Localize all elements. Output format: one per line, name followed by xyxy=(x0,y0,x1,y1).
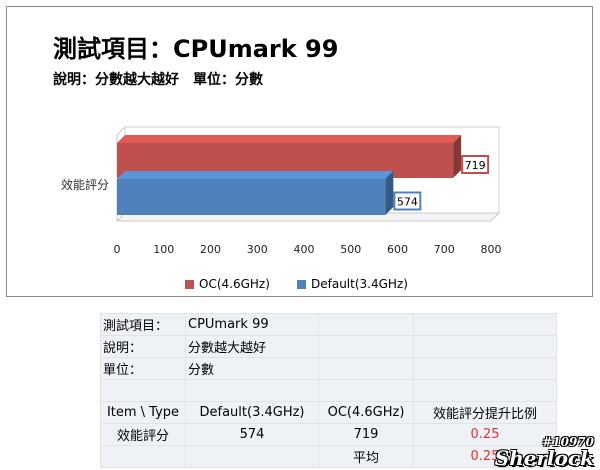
table-row: 效能評分 574 719 0.25 xyxy=(100,423,557,446)
legend-swatch-oc xyxy=(185,279,194,289)
x-tick-label-300: 300 xyxy=(247,243,268,256)
data-label-default: 574 xyxy=(397,196,418,209)
data-label-oc: 719 xyxy=(465,159,486,172)
table-cell xyxy=(100,379,186,402)
x-tick-label-200: 200 xyxy=(200,243,221,256)
table-cell: 574 xyxy=(185,423,319,446)
chart-panel: 測試項目：CPUmark 99 說明：分數越大越好 單位：分數 效能評分 719 5… xyxy=(6,6,593,297)
table-cell: 測試項目： xyxy=(100,313,186,336)
table-row: 單位： 分數 xyxy=(100,357,557,380)
legend-label-default: Default(3.4GHz) xyxy=(311,277,408,291)
legend-item-default: Default(3.4GHz) xyxy=(297,277,408,291)
table-cell: 0.25 xyxy=(413,423,557,446)
bar-top-default xyxy=(117,171,394,179)
table-cell xyxy=(413,379,557,402)
table-cell xyxy=(318,357,414,380)
table-cell: OC(4.6GHz) xyxy=(318,401,414,424)
table-cell xyxy=(413,313,557,336)
table-cell: 說明： xyxy=(100,335,186,358)
x-tick-label-100: 100 xyxy=(153,243,174,256)
chart-subtitle: 說明：分數越大越好 單位：分數 xyxy=(53,72,263,88)
category-label: 效能評分 xyxy=(61,177,109,192)
watermark: #10970 Sherlock xyxy=(495,436,594,468)
table-cell xyxy=(318,379,414,402)
legend-swatch-default xyxy=(297,279,306,289)
chart-top-edge xyxy=(116,126,126,136)
table-row: 說明： 分數越大越好 xyxy=(100,335,557,358)
table-cell: Item \ Type xyxy=(100,401,186,424)
table-cell xyxy=(318,335,414,358)
table-cell xyxy=(185,379,319,402)
watermark-id: #10970 xyxy=(542,435,594,449)
x-tick-label-800: 800 xyxy=(481,243,502,256)
bar-side-oc xyxy=(453,135,462,178)
bar-chart: 效能評分 719 574 0 100 200 300 400 500 600 700 800 xyxy=(61,126,502,256)
table-cell: 單位： xyxy=(100,357,186,380)
table-cell: 平均 xyxy=(318,445,414,468)
info-table: 測試項目： CPUmark 99 說明： 分數越大越好 單位： 分數 Item \ Type… xyxy=(100,313,557,468)
legend-label-oc: OC(4.6GHz) xyxy=(199,277,270,291)
x-tick-label-0: 0 xyxy=(114,243,121,256)
bar-side-default xyxy=(385,171,394,215)
table-row: 測試項目： CPUmark 99 xyxy=(100,313,557,336)
table-cell xyxy=(413,357,557,380)
table-cell xyxy=(413,335,557,358)
watermark-logo: Sherlock xyxy=(494,446,594,470)
table-row: Item \ Type Default(3.4GHz) OC(4.6GHz) 效能評分… xyxy=(100,401,557,424)
x-tick-label-400: 400 xyxy=(294,243,315,256)
table-cell: 效能評分提升比例 xyxy=(413,401,557,424)
table-cell: 719 xyxy=(318,423,414,446)
table-cell xyxy=(185,445,319,468)
table-cell: Default(3.4GHz) xyxy=(185,401,319,424)
table-cell xyxy=(100,445,186,468)
legend-item-oc: OC(4.6GHz) xyxy=(185,277,270,291)
data-label-box-default xyxy=(393,191,422,211)
table-cell xyxy=(318,313,414,336)
x-tick-label-600: 600 xyxy=(387,243,408,256)
table-cell: CPUmark 99 xyxy=(185,313,319,336)
table-cell: 分數越大越好 xyxy=(185,335,319,358)
data-label-box-oc xyxy=(461,155,490,174)
table-row xyxy=(100,379,557,402)
x-tick-label-700: 700 xyxy=(434,243,455,256)
table-cell: 效能評分 xyxy=(100,423,186,446)
x-tick-label-500: 500 xyxy=(340,243,361,256)
bar-default xyxy=(117,179,386,215)
chart-title: 測試項目：CPUmark 99 xyxy=(53,35,339,63)
table-cell: 0.25 xyxy=(413,445,557,468)
bar-top-oc xyxy=(117,135,462,143)
table-row: 平均 0.25 xyxy=(100,445,557,468)
table-cell: 分數 xyxy=(185,357,319,380)
